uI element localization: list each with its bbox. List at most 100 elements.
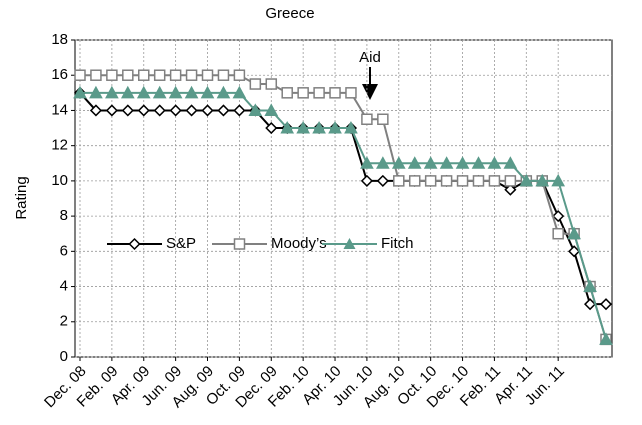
data-point xyxy=(185,104,198,117)
data-point xyxy=(504,183,517,196)
y-tick-label: 0 xyxy=(60,348,68,365)
data-point xyxy=(328,121,342,134)
data-point xyxy=(583,279,597,293)
data-point xyxy=(504,175,517,187)
data-point xyxy=(551,173,566,187)
data-point xyxy=(297,87,309,99)
data-point xyxy=(265,78,278,90)
data-point xyxy=(232,85,247,99)
chart-title: Greece xyxy=(265,5,314,22)
data-point xyxy=(138,69,150,81)
data-point xyxy=(391,156,406,169)
data-point xyxy=(153,104,166,117)
data-point xyxy=(249,78,262,90)
data-point xyxy=(407,156,422,169)
data-point xyxy=(455,156,470,169)
y-tick-label: 2 xyxy=(60,313,68,330)
data-point xyxy=(120,85,135,99)
y-tick-label: 6 xyxy=(60,242,68,259)
data-point xyxy=(153,69,166,81)
data-point xyxy=(599,332,613,345)
y-tick-label: 4 xyxy=(60,278,68,295)
data-point xyxy=(281,87,293,99)
data-point xyxy=(377,113,389,125)
data-point xyxy=(90,69,102,81)
legend-marker xyxy=(128,237,141,251)
data-point xyxy=(105,104,118,117)
data-point xyxy=(312,121,326,134)
data-point xyxy=(599,298,613,311)
data-point xyxy=(74,69,86,81)
legend-label: S&P xyxy=(166,235,196,252)
data-point xyxy=(137,104,150,117)
data-point xyxy=(233,104,246,117)
data-point xyxy=(296,121,310,134)
data-point xyxy=(376,174,389,187)
data-point xyxy=(89,104,102,117)
data-point xyxy=(503,156,518,169)
series-line xyxy=(80,91,607,340)
data-point xyxy=(248,103,263,116)
y-tick-label: 10 xyxy=(51,172,68,189)
data-point xyxy=(440,175,453,187)
data-point xyxy=(169,69,182,81)
data-point xyxy=(216,85,231,99)
data-point xyxy=(185,69,198,81)
data-point xyxy=(280,121,295,134)
data-point xyxy=(184,85,199,99)
data-point xyxy=(408,175,421,187)
series-line xyxy=(80,74,607,340)
data-point xyxy=(313,87,325,99)
data-point xyxy=(264,103,279,116)
data-point xyxy=(361,113,373,125)
data-point xyxy=(217,69,230,81)
data-point xyxy=(136,85,151,99)
data-point xyxy=(122,69,134,81)
data-point xyxy=(584,298,597,311)
data-point xyxy=(568,245,581,258)
data-point xyxy=(535,173,550,187)
series-line xyxy=(79,92,606,306)
data-point xyxy=(168,85,183,99)
legend-item: Moody’s xyxy=(212,235,327,252)
data-point xyxy=(105,85,119,99)
data-point xyxy=(519,173,534,187)
data-point xyxy=(233,69,246,81)
legend-label: Fitch xyxy=(381,235,414,252)
plot-area xyxy=(74,39,613,358)
y-tick-label: 8 xyxy=(60,207,68,224)
data-point xyxy=(567,226,581,240)
data-point xyxy=(393,175,405,187)
data-point xyxy=(106,69,118,81)
data-point xyxy=(471,156,486,169)
data-point xyxy=(424,175,437,187)
data-point xyxy=(423,156,438,169)
data-point xyxy=(487,156,502,169)
legend-item: S&P xyxy=(107,235,196,252)
data-point xyxy=(201,69,214,81)
y-axis-label: Rating xyxy=(13,176,30,219)
data-point xyxy=(152,85,167,99)
data-point xyxy=(73,85,87,99)
legend-marker xyxy=(343,238,356,249)
data-point xyxy=(360,156,374,169)
data-point xyxy=(89,85,103,99)
data-point xyxy=(121,104,134,117)
legend-marker xyxy=(233,238,246,250)
data-point xyxy=(552,210,565,223)
data-point xyxy=(344,121,358,134)
data-point xyxy=(439,156,454,169)
data-point xyxy=(265,121,278,135)
data-point xyxy=(217,104,230,117)
data-point xyxy=(200,85,215,99)
data-point xyxy=(201,104,214,117)
annotation: Aid xyxy=(359,49,381,66)
data-point xyxy=(360,174,373,187)
data-point xyxy=(345,87,357,99)
y-tick-label: 14 xyxy=(51,101,68,118)
data-point xyxy=(329,87,341,99)
data-point xyxy=(472,175,485,187)
legend-item: Fitch xyxy=(322,235,414,252)
data-point xyxy=(376,156,390,169)
